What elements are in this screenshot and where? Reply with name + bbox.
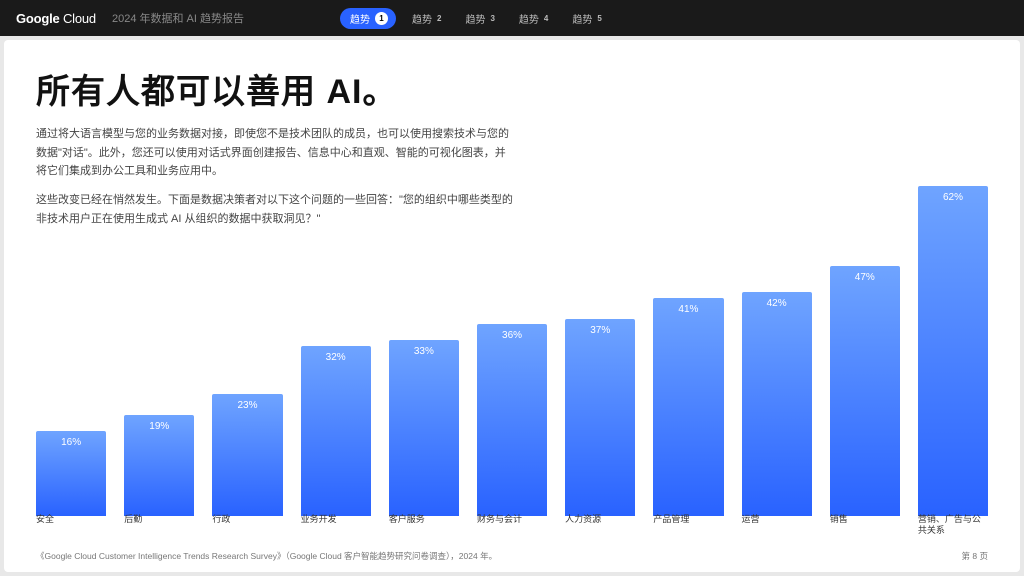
footer-page-num: 第 8 页 bbox=[962, 550, 988, 562]
bar-column: 47% bbox=[830, 266, 900, 516]
bar-column: 36% bbox=[477, 324, 547, 516]
bar: 33% bbox=[389, 340, 459, 516]
bar-value-label: 37% bbox=[565, 325, 635, 336]
category-label: 营销、广告与公共关系 bbox=[918, 510, 988, 536]
nav-tab-label: 趋势 bbox=[519, 11, 539, 26]
bar: 37% bbox=[565, 319, 635, 516]
category-labels: 安全后勤行政业务开发客户服务财务与会计人力资源产品管理运营销售营销、广告与公共关… bbox=[36, 510, 988, 536]
category-label: 运营 bbox=[742, 510, 812, 536]
nav-tab-label: 趋势 bbox=[350, 11, 370, 26]
bar: 32% bbox=[301, 346, 371, 516]
bar-value-label: 42% bbox=[742, 298, 812, 309]
category-label: 销售 bbox=[830, 510, 900, 536]
category-label: 行政 bbox=[212, 510, 282, 536]
bar-value-label: 19% bbox=[124, 421, 194, 432]
bar-column: 42% bbox=[742, 292, 812, 516]
nav-tab-num: 2 bbox=[437, 14, 441, 23]
nav-tab-num: 5 bbox=[597, 14, 601, 23]
paragraph-1: 通过将大语言模型与您的业务数据对接，即使您不是技术团队的成员，也可以使用搜索技术… bbox=[36, 125, 516, 181]
bar-column: 16% bbox=[36, 431, 106, 516]
bar-value-label: 36% bbox=[477, 330, 547, 341]
nav-tab-1[interactable]: 趋势 1 bbox=[340, 8, 396, 29]
bar-column: 37% bbox=[565, 319, 635, 516]
bar-value-label: 33% bbox=[389, 346, 459, 357]
nav-tab-2[interactable]: 趋势 2 bbox=[402, 8, 449, 29]
category-label: 客户服务 bbox=[389, 510, 459, 536]
page-footer: 《Google Cloud Customer Intelligence Tren… bbox=[36, 550, 988, 562]
bar-value-label: 23% bbox=[212, 400, 282, 411]
nav-tab-3[interactable]: 趋势 3 bbox=[455, 8, 502, 29]
nav-tab-num: 3 bbox=[490, 14, 494, 23]
bar-column: 32% bbox=[301, 346, 371, 516]
bar: 19% bbox=[124, 415, 194, 516]
bar-column: 23% bbox=[212, 394, 282, 516]
category-label: 业务开发 bbox=[301, 510, 371, 536]
bar-column: 41% bbox=[653, 298, 723, 516]
bar-column: 33% bbox=[389, 340, 459, 516]
nav-tab-label: 趋势 bbox=[412, 11, 432, 26]
bar: 62% bbox=[918, 186, 988, 516]
bar-column: 62% bbox=[918, 186, 988, 516]
nav-tabs: 趋势 1 趋势 2 趋势 3 趋势 4 趋势 5 bbox=[340, 8, 610, 29]
footer-source: 《Google Cloud Customer Intelligence Tren… bbox=[36, 550, 497, 562]
logo: Google Cloud bbox=[16, 11, 96, 26]
category-label: 人力资源 bbox=[565, 510, 635, 536]
category-label: 后勤 bbox=[124, 510, 194, 536]
bar-value-label: 62% bbox=[918, 192, 988, 203]
nav-tab-num: 1 bbox=[375, 12, 388, 25]
topbar: Google Cloud 2024 年数据和 AI 趋势报告 趋势 1 趋势 2 趋势 3… bbox=[0, 0, 1024, 36]
bar-value-label: 41% bbox=[653, 304, 723, 315]
category-label: 财务与会计 bbox=[477, 510, 547, 536]
page-heading: 所有人都可以善用 AI。 bbox=[36, 64, 988, 113]
nav-tab-label: 趋势 bbox=[465, 11, 485, 26]
bar-chart: 16% 19% 23% 32% 33% 36% 37% 41% 42% 47% 62% bbox=[36, 186, 988, 516]
bar: 36% bbox=[477, 324, 547, 516]
bar: 16% bbox=[36, 431, 106, 516]
report-title: 2024 年数据和 AI 趋势报告 bbox=[112, 10, 244, 26]
bar-column: 19% bbox=[124, 415, 194, 516]
category-label: 安全 bbox=[36, 510, 106, 536]
bar: 47% bbox=[830, 266, 900, 516]
page-content: 所有人都可以善用 AI。 通过将大语言模型与您的业务数据对接，即使您不是技术团队… bbox=[4, 40, 1020, 572]
nav-tab-num: 4 bbox=[544, 14, 548, 23]
nav-tab-label: 趋势 bbox=[572, 11, 592, 26]
nav-tab-5[interactable]: 趋势 5 bbox=[562, 8, 609, 29]
bar: 41% bbox=[653, 298, 723, 516]
bar-value-label: 47% bbox=[830, 272, 900, 283]
bar-value-label: 16% bbox=[36, 437, 106, 448]
nav-tab-4[interactable]: 趋势 4 bbox=[509, 8, 556, 29]
bar: 42% bbox=[742, 292, 812, 516]
bar-value-label: 32% bbox=[301, 352, 371, 363]
bar: 23% bbox=[212, 394, 282, 516]
category-label: 产品管理 bbox=[653, 510, 723, 536]
